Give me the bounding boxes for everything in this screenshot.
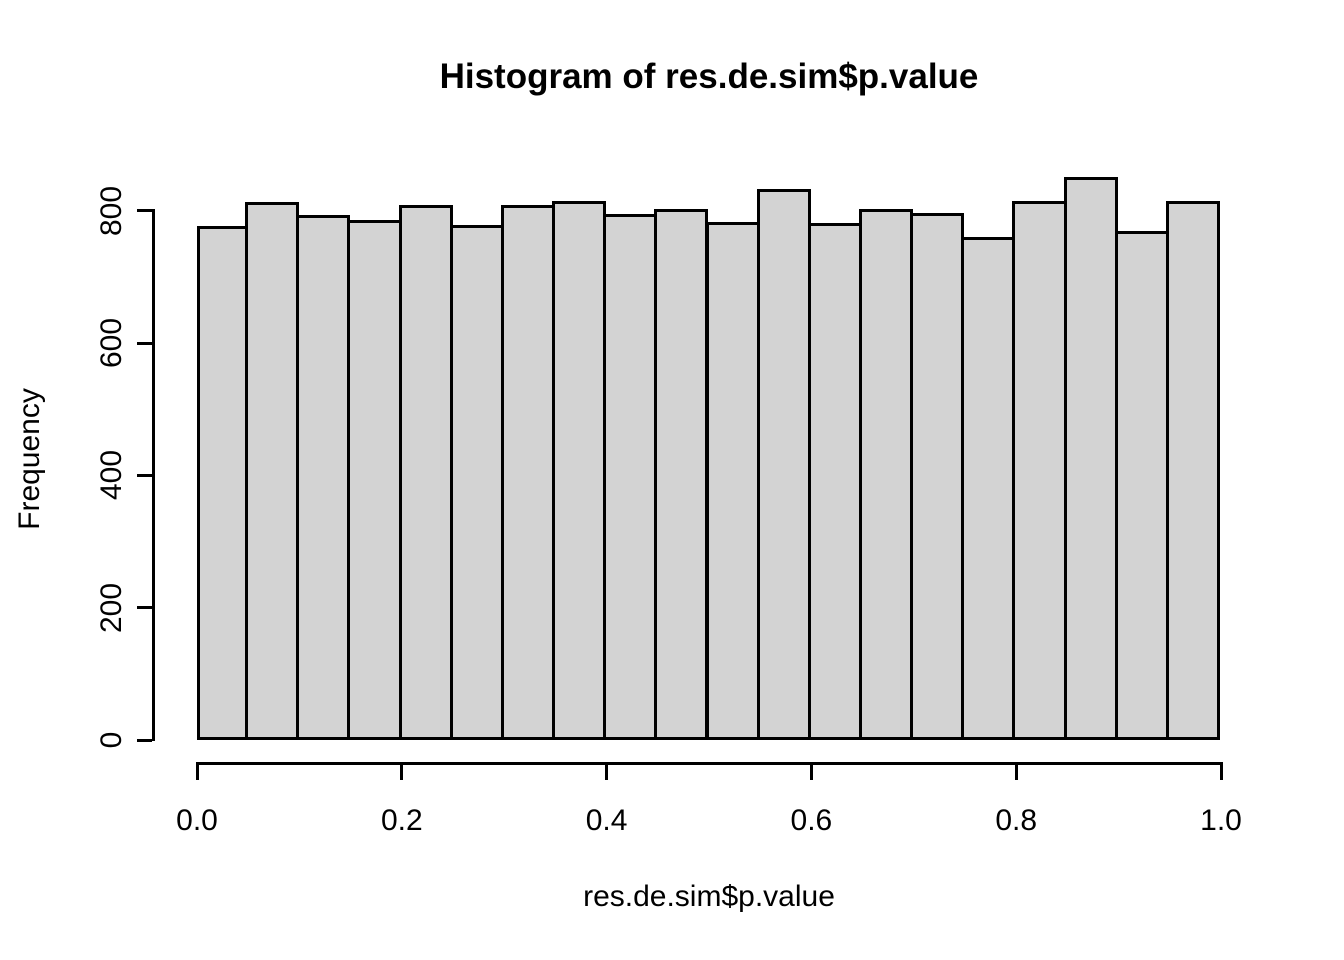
histogram-bar <box>500 205 556 740</box>
histogram-bar <box>654 209 709 740</box>
x-axis-tick <box>400 764 404 780</box>
histogram-bar <box>705 222 760 740</box>
histogram-bar <box>1114 231 1169 740</box>
x-tick-label: 0.6 <box>790 804 833 837</box>
chart-title: Histogram of res.de.sim$p.value <box>439 57 979 96</box>
histogram-bar <box>603 213 658 740</box>
x-axis-tick <box>1219 764 1223 780</box>
histogram-bar <box>296 215 351 740</box>
y-tick-label: 800 <box>95 185 128 236</box>
x-tick-label: 0.0 <box>176 804 218 837</box>
y-tick-label: 0 <box>95 731 128 749</box>
histogram-bar <box>756 188 811 740</box>
histogram-bar <box>807 223 862 740</box>
x-axis-tick <box>809 764 813 780</box>
y-axis-tick <box>137 473 152 477</box>
x-axis-label: res.de.sim$p.value <box>583 880 835 913</box>
y-tick-label: 200 <box>95 582 128 633</box>
histogram-bar <box>197 225 249 740</box>
histogram-bar <box>1165 201 1220 740</box>
x-axis-tick <box>1014 764 1018 780</box>
y-axis-tick <box>137 738 152 742</box>
histogram-bar <box>858 209 914 740</box>
histogram-bar <box>910 213 965 740</box>
x-tick-label: 0.4 <box>585 804 628 837</box>
x-tick-label: 0.2 <box>380 804 423 837</box>
histogram-bar <box>245 201 300 740</box>
y-tick-label: 600 <box>95 317 128 369</box>
histogram-bar <box>398 204 453 740</box>
y-axis-tick <box>137 209 152 213</box>
y-axis-line <box>152 209 155 742</box>
x-tick-label: 0.8 <box>995 804 1038 837</box>
histogram-bar <box>552 201 607 740</box>
y-axis-tick <box>137 606 152 610</box>
y-tick-label: 400 <box>95 450 128 501</box>
histogram-bar <box>961 236 1016 740</box>
histogram-bar <box>1012 201 1067 740</box>
y-axis-label: Frequency <box>13 388 46 530</box>
x-axis-tick <box>605 764 609 780</box>
x-tick-label: 1.0 <box>1200 804 1242 837</box>
histogram-bar <box>449 225 504 740</box>
x-axis-line <box>195 761 1223 765</box>
histogram-bar <box>347 220 402 740</box>
x-axis-tick <box>195 764 199 780</box>
y-axis-tick <box>137 341 152 345</box>
histogram-bar <box>1063 176 1118 740</box>
